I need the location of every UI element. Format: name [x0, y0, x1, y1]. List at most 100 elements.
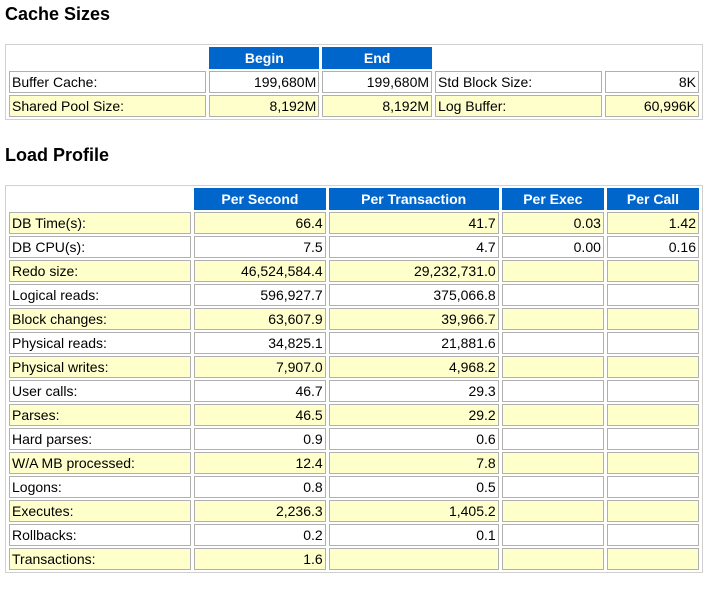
per-second-value: 46.5 [194, 404, 326, 426]
per-call-value [606, 452, 699, 474]
per-exec-value [501, 428, 604, 450]
cache-sizes-header-row: Begin End [9, 47, 699, 69]
per-call-value [606, 548, 699, 570]
per-second-value: 596,927.7 [194, 284, 326, 306]
per-transaction-value: 4,968.2 [328, 356, 499, 378]
per-call-value [606, 500, 699, 522]
per-transaction-value: 21,881.6 [328, 332, 499, 354]
per-transaction-value: 0.5 [328, 476, 499, 498]
header-per-transaction: Per Transaction [328, 188, 499, 210]
per-second-value: 34,825.1 [194, 332, 326, 354]
per-transaction-value: 0.1 [328, 524, 499, 546]
per-second-value: 0.9 [194, 428, 326, 450]
table-row: DB CPU(s): 7.5 4.7 0.00 0.16 [9, 236, 699, 258]
row-label: Block changes: [9, 308, 192, 330]
per-call-value [606, 524, 699, 546]
per-call-value [606, 404, 699, 426]
row-label: Rollbacks: [9, 524, 192, 546]
load-profile-table: Per Second Per Transaction Per Exec Per … [5, 185, 703, 573]
per-call-value [606, 380, 699, 402]
row-label: Logical reads: [9, 284, 192, 306]
header-begin: Begin [209, 47, 320, 69]
per-transaction-value: 1,405.2 [328, 500, 499, 522]
per-call-value [606, 356, 699, 378]
per-second-value: 46.7 [194, 380, 326, 402]
per-exec-value [501, 380, 604, 402]
per-transaction-value: 0.6 [328, 428, 499, 450]
header-blank [435, 47, 602, 69]
per-exec-value [501, 332, 604, 354]
per-second-value: 63,607.9 [194, 308, 326, 330]
per-second-value: 7.5 [194, 236, 326, 258]
table-row: Executes: 2,236.3 1,405.2 [9, 500, 699, 522]
table-row: Buffer Cache: 199,680M 199,680M Std Bloc… [9, 71, 699, 93]
load-profile-title: Load Profile [5, 145, 110, 165]
table-row: Rollbacks: 0.2 0.1 [9, 524, 699, 546]
per-second-value: 1.6 [194, 548, 326, 570]
per-call-value [606, 332, 699, 354]
per-transaction-value: 7.8 [328, 452, 499, 474]
per-exec-value [501, 476, 604, 498]
per-exec-value [501, 500, 604, 522]
per-exec-value [501, 452, 604, 474]
row-label: Redo size: [9, 260, 192, 282]
per-second-value: 12.4 [194, 452, 326, 474]
row-label: Shared Pool Size: [9, 95, 207, 117]
header-blank [605, 47, 699, 69]
table-row: Physical reads: 34,825.1 21,881.6 [9, 332, 699, 354]
row-label: DB Time(s): [9, 212, 192, 234]
per-second-value: 0.8 [194, 476, 326, 498]
begin-value: 8,192M [209, 95, 320, 117]
per-call-value: 0.16 [606, 236, 699, 258]
per-second-value: 7,907.0 [194, 356, 326, 378]
per-transaction-value: 4.7 [328, 236, 499, 258]
per-call-value [606, 308, 699, 330]
per-transaction-value: 375,066.8 [328, 284, 499, 306]
row-label: DB CPU(s): [9, 236, 192, 258]
per-transaction-value: 29.3 [328, 380, 499, 402]
row-label: Physical writes: [9, 356, 192, 378]
per-transaction-value: 29.2 [328, 404, 499, 426]
per-second-value: 66.4 [194, 212, 326, 234]
per-transaction-value: 29,232,731.0 [328, 260, 499, 282]
end-value: 199,680M [322, 71, 433, 93]
header-per-exec: Per Exec [501, 188, 604, 210]
per-second-value: 46,524,584.4 [194, 260, 326, 282]
per-exec-value [501, 548, 604, 570]
table-row: User calls: 46.7 29.3 [9, 380, 699, 402]
load-profile-header-row: Per Second Per Transaction Per Exec Per … [9, 188, 699, 210]
table-row: Parses: 46.5 29.2 [9, 404, 699, 426]
table-row: Redo size: 46,524,584.4 29,232,731.0 [9, 260, 699, 282]
per-exec-value [501, 308, 604, 330]
per-exec-value [501, 260, 604, 282]
per-call-value: 1.42 [606, 212, 699, 234]
per-exec-value [501, 356, 604, 378]
per-call-value [606, 428, 699, 450]
table-row: Transactions: 1.6 [9, 548, 699, 570]
row-label: Buffer Cache: [9, 71, 207, 93]
header-blank [9, 188, 191, 210]
row-label: Parses: [9, 404, 192, 426]
value-2: 60,996K [605, 95, 699, 117]
per-transaction-value: 39,966.7 [328, 308, 499, 330]
per-exec-value: 0.00 [501, 236, 604, 258]
per-call-value [606, 476, 699, 498]
load-profile-body: DB Time(s): 66.4 41.7 0.03 1.42 DB CPU(s): 7.5… [9, 212, 699, 570]
header-per-second: Per Second [194, 188, 326, 210]
per-exec-value [501, 284, 604, 306]
value-2: 8K [605, 71, 699, 93]
per-call-value [606, 260, 699, 282]
row-label: User calls: [9, 380, 192, 402]
table-row: Logons: 0.8 0.5 [9, 476, 699, 498]
per-exec-value [501, 404, 604, 426]
header-per-call: Per Call [606, 188, 699, 210]
cache-sizes-table: Begin End Buffer Cache: 199,680M 199,680… [5, 44, 703, 120]
per-transaction-value [328, 548, 499, 570]
row-label: Transactions: [9, 548, 192, 570]
row-label-2: Std Block Size: [435, 71, 603, 93]
row-label: W/A MB processed: [9, 452, 192, 474]
per-second-value: 2,236.3 [194, 500, 326, 522]
per-transaction-value: 41.7 [328, 212, 499, 234]
row-label: Hard parses: [9, 428, 192, 450]
table-row: Shared Pool Size: 8,192M 8,192M Log Buff… [9, 95, 699, 117]
